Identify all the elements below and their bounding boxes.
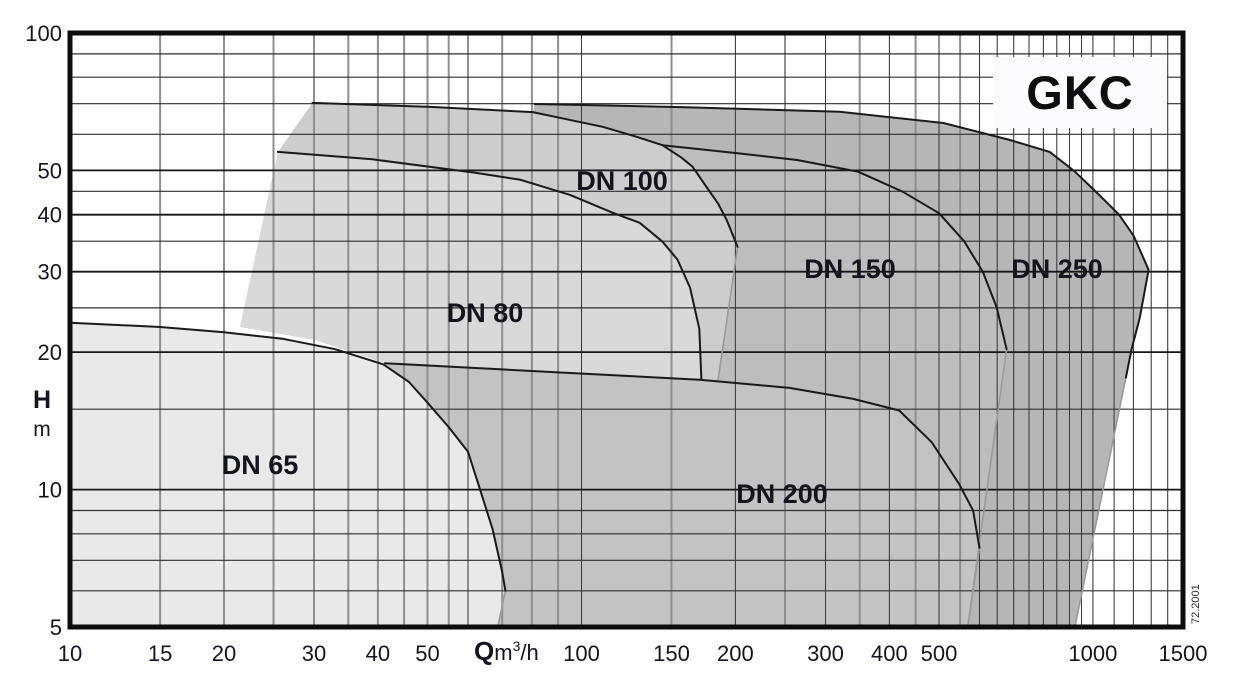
x-tick-label-50: 50 <box>415 641 439 666</box>
y-axis-label: H <box>33 386 51 414</box>
x-tick-label-500: 500 <box>921 641 958 666</box>
region-dn-65 <box>70 322 506 627</box>
y-tick-label-30: 30 <box>38 260 62 285</box>
y-tick-label-50: 50 <box>38 158 62 183</box>
x-tick-label-40: 40 <box>366 641 390 666</box>
x-tick-label-15: 15 <box>148 641 172 666</box>
region-label-dn-150: DN 150 <box>804 254 896 284</box>
x-tick-label-400: 400 <box>871 641 908 666</box>
x-tick-label-20: 20 <box>212 641 236 666</box>
envelope-curve-dn-65 <box>69 321 507 592</box>
region-dn-80 <box>240 151 702 380</box>
region-label-dn-100: DN 100 <box>576 166 668 196</box>
region-label-dn-250: DN 250 <box>1011 254 1103 284</box>
region-label-dn-65: DN 65 <box>222 450 299 480</box>
series-logo-text: GKC <box>1026 66 1134 119</box>
envelope-curve-dn-80 <box>276 150 703 381</box>
axis-tick-labels: 10 15 20 30 40 50 100 150 200 300 400 500 1000 1500 10… <box>25 21 1207 666</box>
x-tick-label-1500: 1500 <box>1159 641 1208 666</box>
y-tick-label-20: 20 <box>38 340 62 365</box>
limit-line-gray-dn-65 <box>496 589 507 628</box>
log-grid <box>70 33 1184 627</box>
x-tick-label-1000: 1000 <box>1068 641 1117 666</box>
envelope-curve-dn-100 <box>311 101 739 248</box>
envelope-curve-dn-200 <box>384 362 981 549</box>
series-logo-box: GKC <box>993 57 1167 128</box>
x-tick-label-100: 100 <box>563 641 600 666</box>
plot-frame <box>67 30 1186 630</box>
y-tick-label-100: 100 <box>25 21 62 46</box>
x-axis-label: Qm3/h <box>474 636 539 666</box>
y-tick-label-10: 10 <box>38 478 62 503</box>
limit-line-gray-dn-250 <box>1074 376 1127 628</box>
revision-stamp: 72.2001 <box>1190 584 1202 624</box>
x-tick-label-200: 200 <box>717 641 754 666</box>
x-tick-label-10: 10 <box>58 641 82 666</box>
region-labels: DN 250 DN 150 DN 200 DN 100 DN 80 DN 65 <box>222 166 1103 509</box>
region-outlines <box>69 101 1150 628</box>
region-dn-200 <box>377 363 980 627</box>
envelope-curve-dn-250 <box>533 103 1150 379</box>
x-tick-label-300: 300 <box>807 641 844 666</box>
region-label-dn-80: DN 80 <box>447 298 524 328</box>
envelope-curve-dn-150 <box>661 144 1008 351</box>
limit-line-gray-dn-200 <box>966 547 981 628</box>
y-tick-label-40: 40 <box>38 203 62 228</box>
x-tick-label-30: 30 <box>302 641 326 666</box>
y-axis-unit: m <box>33 418 51 441</box>
x-tick-label-150: 150 <box>653 641 690 666</box>
region-label-dn-200: DN 200 <box>736 479 828 509</box>
limit-line-gray-dn-100 <box>717 246 739 381</box>
y-tick-label-5: 5 <box>50 615 62 640</box>
